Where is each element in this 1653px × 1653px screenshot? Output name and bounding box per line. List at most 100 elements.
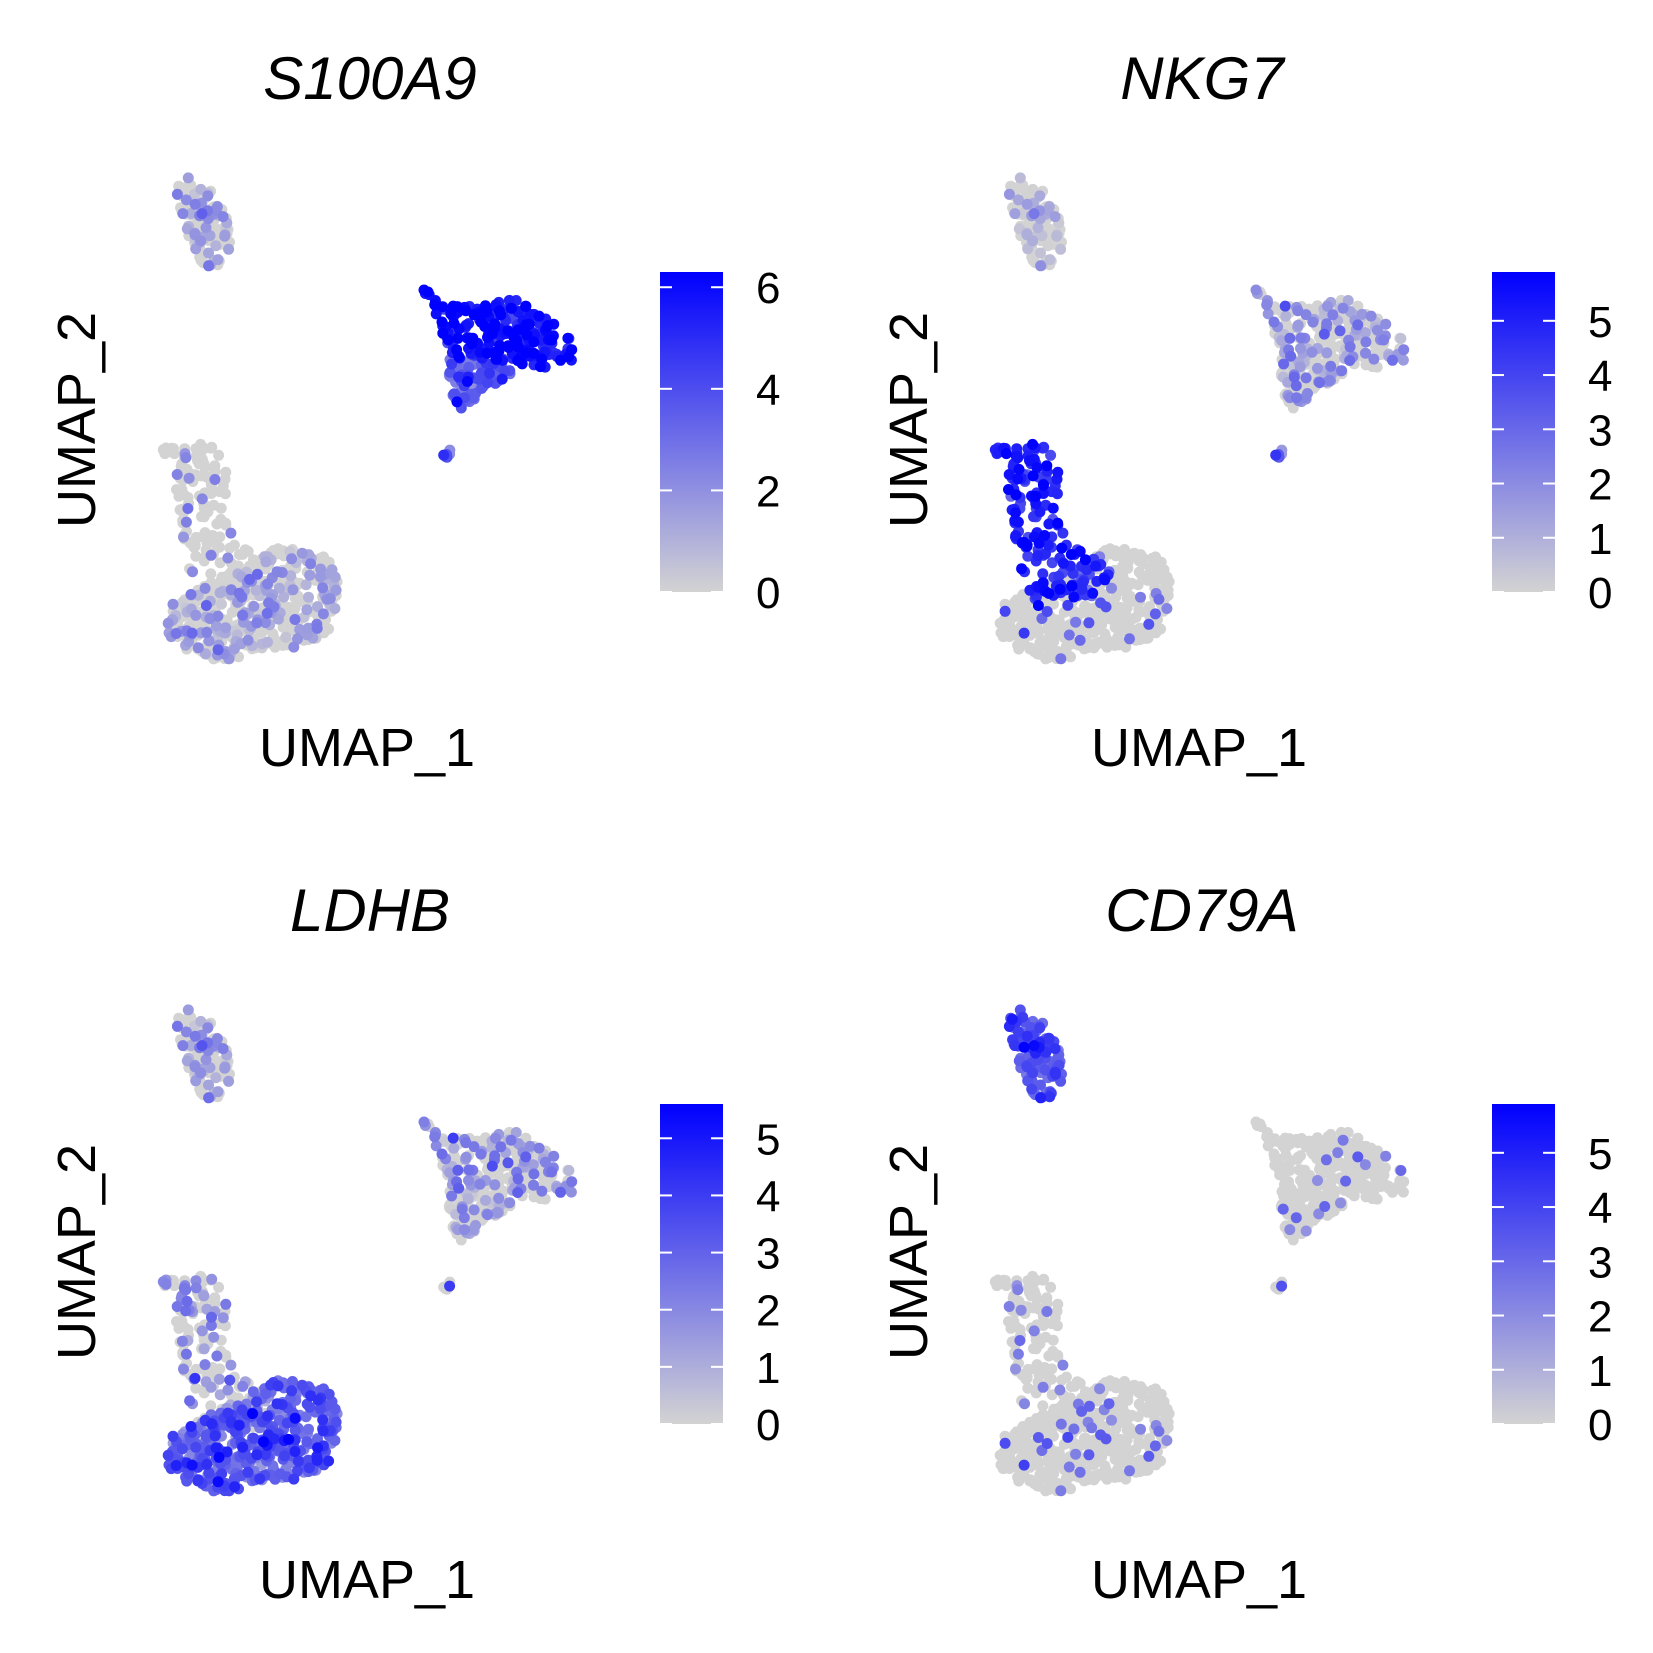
colorbar: 0 1 2 3 4 5 [1492,272,1612,618]
cell-point [418,1116,430,1128]
cell-point [1032,1432,1044,1443]
cell-point [1395,1165,1407,1176]
cell-point [470,1220,481,1231]
cell-point [330,1416,342,1428]
cell-point [176,1335,188,1347]
cell-point [231,1392,243,1404]
cell-point [300,1411,312,1423]
cell-point [203,247,214,259]
cell-point [1074,545,1086,557]
colorbar-tick-label: 2 [1588,1293,1612,1342]
cell-point [177,1040,189,1052]
cell-point [203,1092,215,1104]
cell-point [1093,607,1105,619]
cell-point [1065,549,1077,560]
cell-point [1158,1406,1170,1418]
cell-point [216,598,227,610]
cell-point [1052,517,1064,529]
cell-point [287,584,299,596]
cell-point [260,1388,272,1400]
cell-point [1051,488,1063,500]
cell-point [1337,1134,1349,1146]
cell-point [1012,516,1024,528]
cell-point [1010,1363,1021,1375]
cell-point [1019,1398,1030,1410]
cell-point [294,623,306,635]
cell-point [1012,1284,1024,1296]
cell-point [1124,590,1136,602]
cell-point [1276,335,1288,347]
cell-point [190,609,202,621]
x-axis-label: UMAP_1 [1091,1550,1307,1610]
cell-point [1311,1153,1323,1164]
cell-point [317,1425,329,1437]
cell-point [1066,580,1078,592]
cell-point [999,605,1011,617]
cell-point [1075,608,1087,619]
cell-point [463,1164,475,1176]
cell-point [212,254,224,266]
cell-point [301,1398,313,1410]
panel-ldhb: LDHB UMAP_2 UMAP_1 0 1 2 3 4 5 [47,877,780,1610]
cell-point [311,1454,323,1466]
cell-point [182,492,194,503]
cell-point [1365,1149,1377,1161]
cell-point [1371,324,1383,336]
colorbar-tick-label: 4 [756,1172,780,1221]
cell-point [1004,631,1015,642]
cell-point [490,1132,501,1144]
cell-point [317,608,329,620]
cell-point [1124,1455,1136,1467]
cell-point [1039,1420,1051,1432]
cell-point [1030,490,1042,502]
cell-point [1312,362,1323,374]
cell-point [563,1165,575,1176]
cell-point [280,631,292,643]
cell-point [311,622,323,634]
cell-point [1013,1475,1025,1487]
cell-point [206,1311,217,1323]
cell-point [199,1359,211,1371]
cell-point [222,1384,234,1396]
cell-point [1024,455,1035,467]
cell-point [1032,550,1044,562]
cell-point [1103,1398,1115,1410]
cell-point [205,1320,217,1331]
cell-point [1336,365,1348,377]
cell-point [1034,1338,1046,1350]
cell-point [222,1407,234,1419]
cell-point [1296,1133,1307,1144]
cell-point [528,1191,540,1203]
cell-point [528,336,540,348]
cell-point [222,552,234,564]
cell-point [1306,346,1318,358]
cell-point [1029,1276,1041,1288]
cell-point [1055,1485,1067,1497]
cell-point [1028,208,1040,220]
cell-point [1290,1212,1302,1224]
cell-point [1277,1139,1289,1151]
cell-point [283,1433,295,1445]
cell-point [288,641,300,653]
cell-point [262,1410,273,1422]
cell-point [167,598,179,610]
cell-point [1014,172,1026,184]
cell-point [1012,194,1024,206]
cell-point [1149,608,1161,620]
cell-point [1006,1013,1018,1025]
cell-point [1012,452,1024,464]
cell-point [214,587,226,599]
cell-point [260,1449,271,1461]
cell-point [1290,380,1302,392]
cell-point [209,474,221,485]
cell-point [1054,1384,1066,1396]
cell-point [285,570,297,582]
colorbar-tick-label: 2 [756,467,780,516]
cell-point [1144,1433,1155,1445]
colorbar-tick-label: 2 [1588,461,1612,510]
cell-point [1051,230,1063,242]
cell-point [1037,1381,1049,1393]
cell-point [536,1185,548,1197]
cell-point [524,308,536,320]
